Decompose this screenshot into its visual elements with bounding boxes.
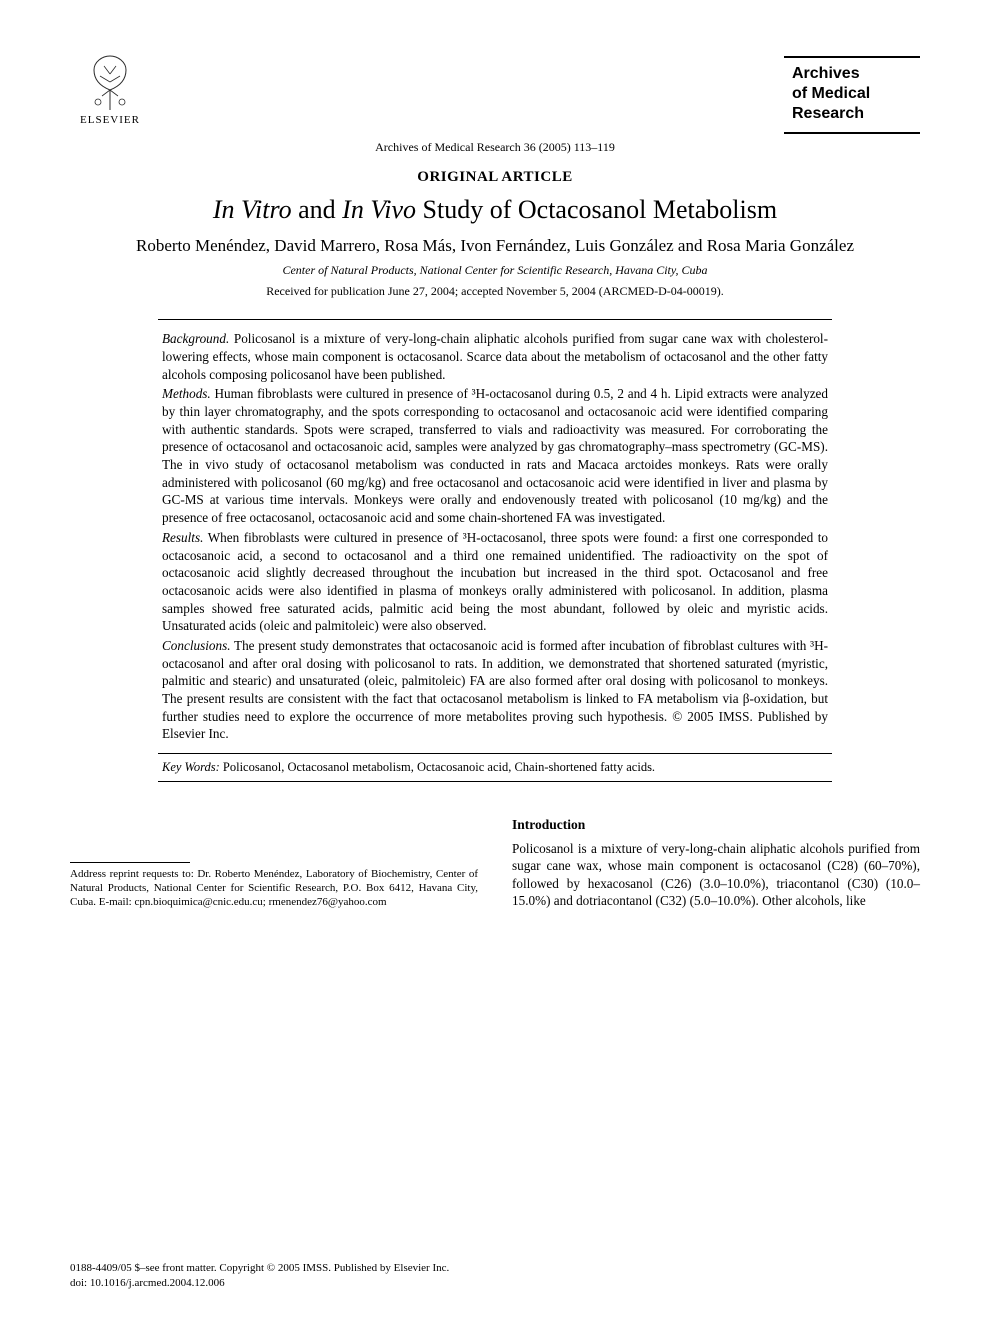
introduction-heading: Introduction	[512, 816, 920, 834]
conclusions-text: The present study demonstrates that octa…	[162, 638, 828, 741]
abstract-conclusions: Conclusions. The present study demonstra…	[162, 637, 828, 743]
title-italic-1: In Vitro	[213, 195, 292, 224]
results-label: Results.	[162, 530, 203, 545]
conclusions-label: Conclusions.	[162, 638, 231, 653]
elsevier-tree-icon	[80, 52, 140, 112]
journal-title-box: Archives of Medical Research	[784, 56, 920, 134]
abstract-methods: Methods. Human fibroblasts were cultured…	[162, 385, 828, 527]
title-mid: and	[292, 195, 343, 224]
methods-text: Human fibroblasts were cultured in prese…	[162, 386, 828, 525]
reprint-footnote: Address reprint requests to: Dr. Roberto…	[70, 867, 478, 910]
introduction-paragraph: Policosanol is a mixture of very-long-ch…	[512, 840, 920, 910]
title-rest: Study of Octacosanol Metabolism	[416, 195, 777, 224]
results-text: When fibroblasts were cultured in presen…	[162, 530, 828, 633]
citation-line: Archives of Medical Research 36 (2005) 1…	[70, 140, 920, 155]
journal-line-2: of Medical	[792, 84, 912, 104]
abstract-box: Background. Policosanol is a mixture of …	[158, 319, 832, 754]
author-list: Roberto Menéndez, David Marrero, Rosa Má…	[70, 235, 920, 257]
journal-line-3: Research	[792, 104, 912, 124]
background-label: Background.	[162, 331, 229, 346]
abstract-results: Results. When fibroblasts were cultured …	[162, 529, 828, 635]
methods-label: Methods.	[162, 386, 211, 401]
footer-copyright: 0188-4409/05 $–see front matter. Copyrig…	[70, 1261, 920, 1275]
right-column: Introduction Policosanol is a mixture of…	[512, 816, 920, 910]
footnote-rule	[70, 862, 190, 863]
received-line: Received for publication June 27, 2004; …	[70, 284, 920, 299]
title-italic-2: In Vivo	[342, 195, 416, 224]
article-type-label: ORIGINAL ARTICLE	[70, 169, 920, 186]
keywords-row: Key Words: Policosanol, Octacosanol meta…	[158, 754, 832, 782]
journal-page: ELSEVIER Archives of Medical Research Ar…	[0, 0, 990, 1320]
body-columns: Address reprint requests to: Dr. Roberto…	[70, 816, 920, 910]
publisher-logo: ELSEVIER	[70, 52, 150, 126]
keywords-text: Policosanol, Octacosanol metabolism, Oct…	[220, 760, 655, 774]
article-title: In Vitro and In Vivo Study of Octacosano…	[70, 194, 920, 225]
left-column: Address reprint requests to: Dr. Roberto…	[70, 816, 478, 910]
background-text: Policosanol is a mixture of very-long-ch…	[162, 331, 828, 381]
keywords-label: Key Words:	[162, 760, 220, 774]
journal-line-1: Archives	[792, 64, 912, 84]
footer-doi: doi: 10.1016/j.arcmed.2004.12.006	[70, 1276, 920, 1290]
abstract-background: Background. Policosanol is a mixture of …	[162, 330, 828, 383]
page-footer: 0188-4409/05 $–see front matter. Copyrig…	[70, 1261, 920, 1290]
affiliation: Center of Natural Products, National Cen…	[70, 263, 920, 278]
publisher-label: ELSEVIER	[80, 114, 140, 126]
